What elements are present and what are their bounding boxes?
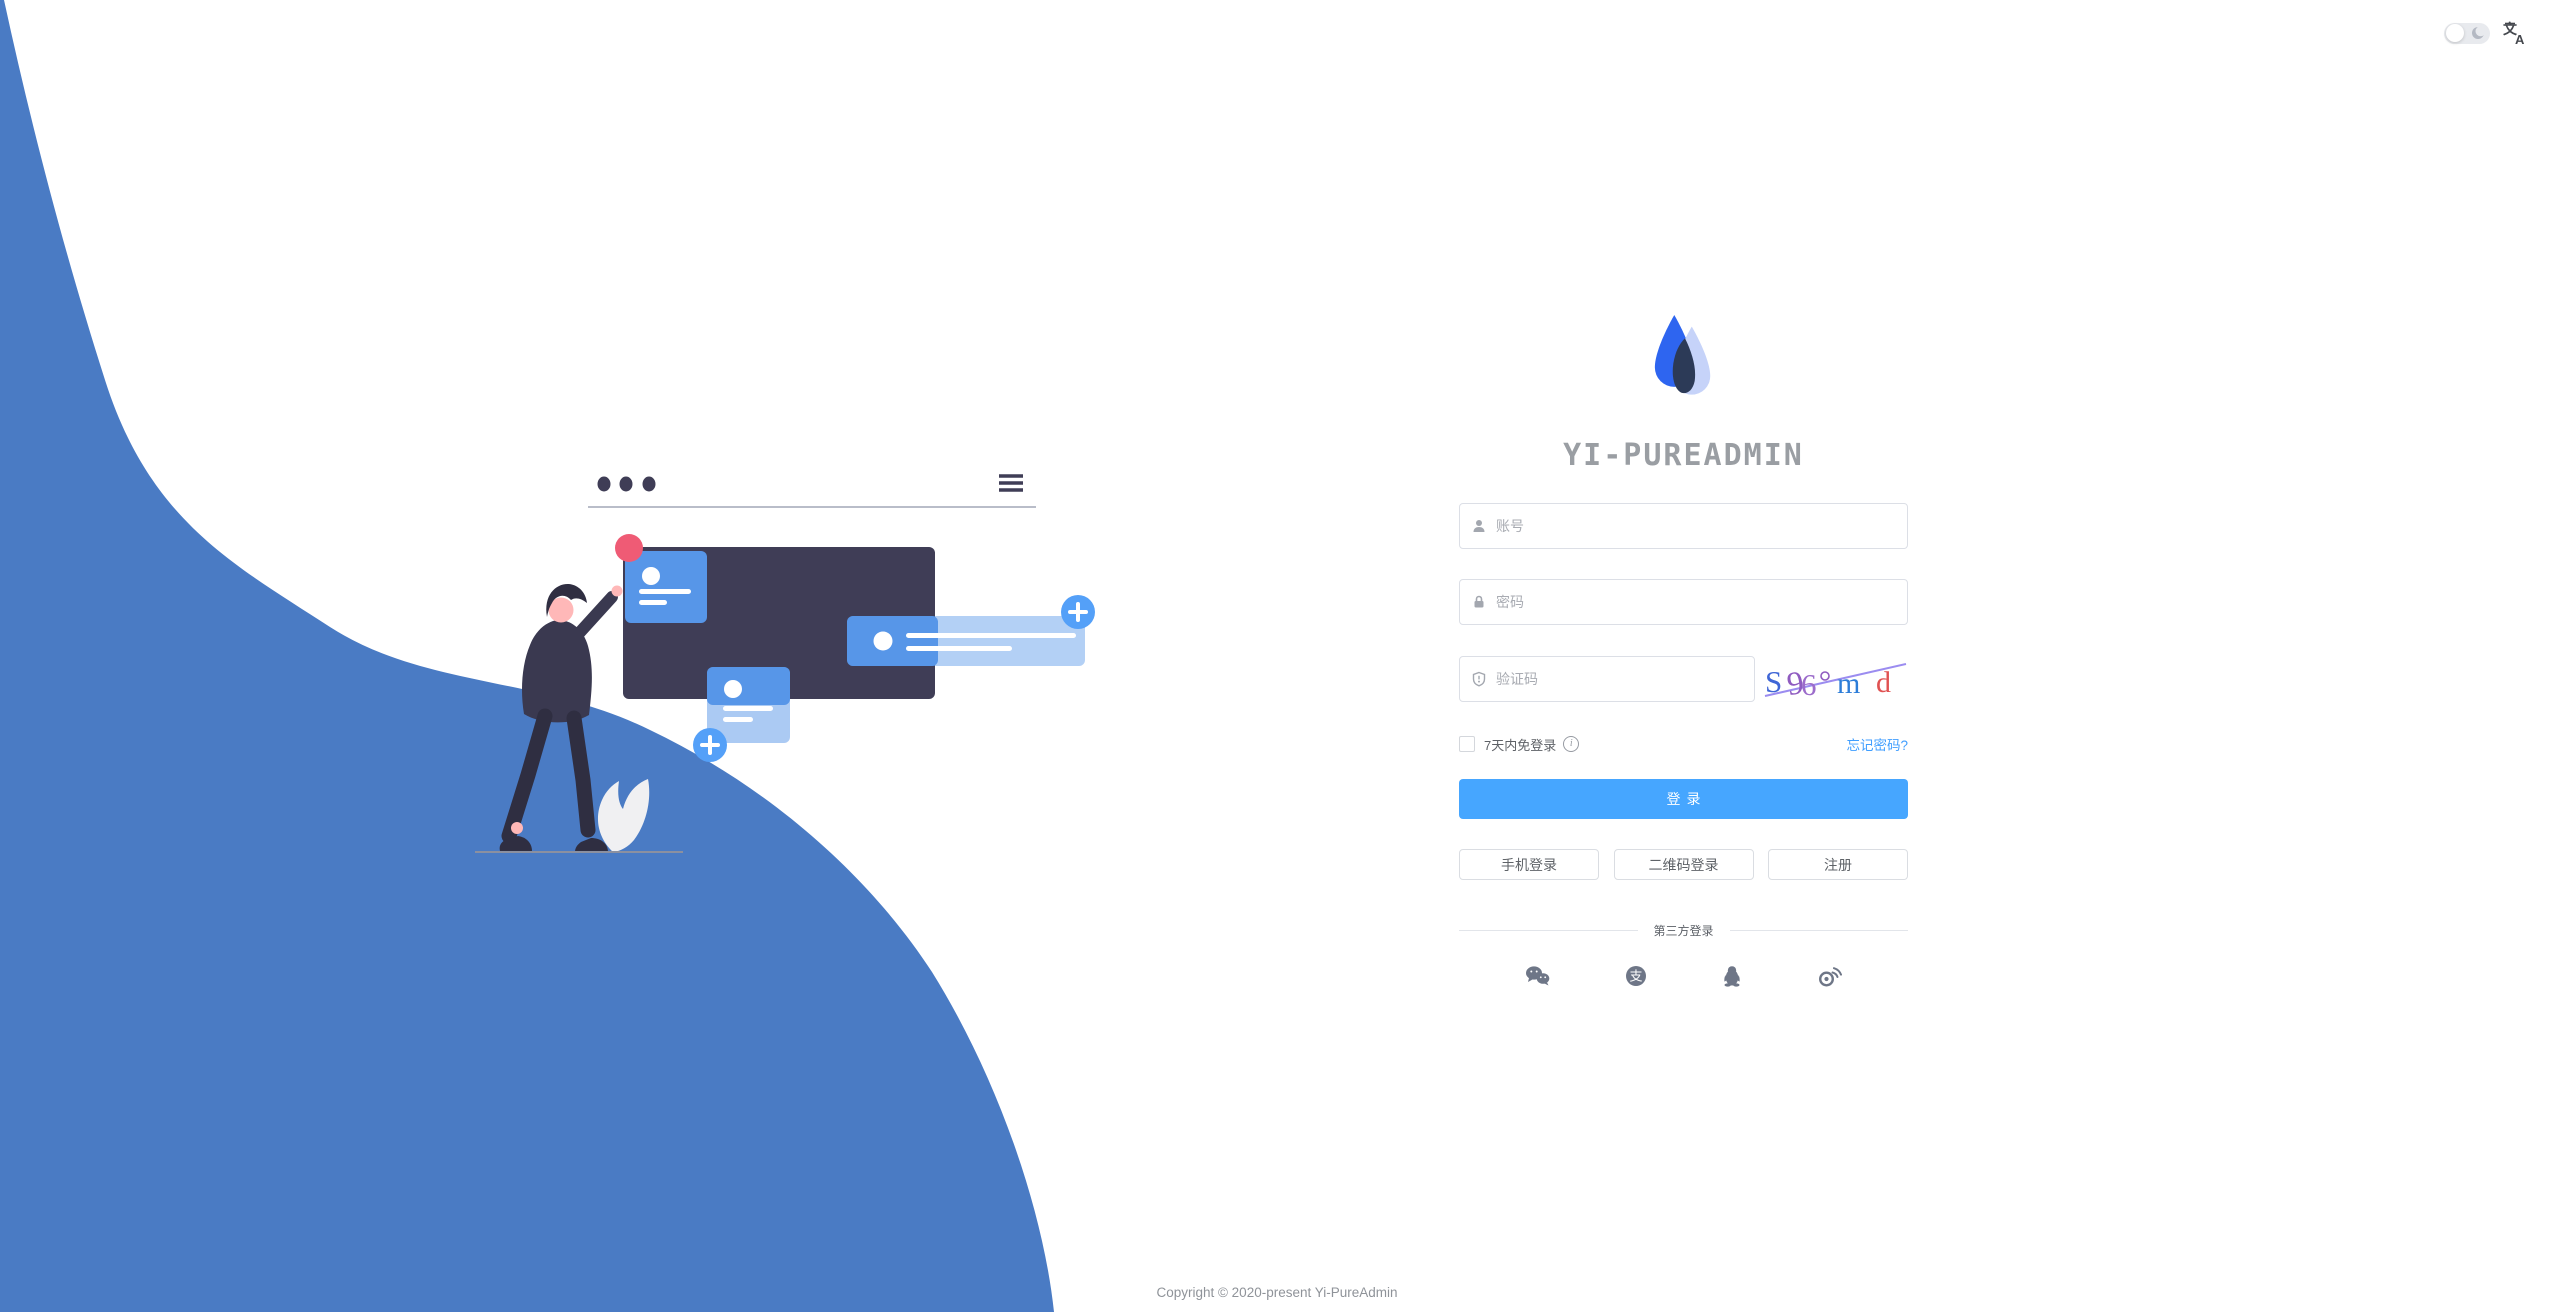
svg-text:9: 9 <box>1785 665 1806 703</box>
login-button[interactable]: 登录 <box>1459 779 1908 819</box>
copyright-text: Copyright © 2020-present Yi-PureAdmin <box>1156 1285 1398 1300</box>
captcha-input[interactable] <box>1459 656 1755 702</box>
remember-label: 7天内免登录 <box>1484 737 1557 753</box>
divider-line-left <box>1459 930 1638 931</box>
svg-text:S: S <box>1765 664 1782 699</box>
top-right-controls: 文 A <box>2444 20 2528 46</box>
forgot-password-link[interactable]: 忘记密码? <box>1846 738 1908 753</box>
weibo-icon[interactable] <box>1817 965 1842 987</box>
svg-text:m: m <box>1837 667 1860 700</box>
person-graphic <box>499 583 623 852</box>
remember-checkbox[interactable] <box>1459 736 1475 752</box>
svg-text:文: 文 <box>2503 21 2518 37</box>
brand-title: YI-PUREADMIN <box>1563 438 1804 473</box>
leaf-graphic <box>597 779 650 852</box>
moon-icon <box>2472 26 2485 39</box>
qq-icon[interactable] <box>1721 965 1743 987</box>
toggle-knob <box>2446 24 2464 42</box>
info-icon: i <box>1563 736 1580 752</box>
alternate-login-row: 手机登录 二维码登录 注册 <box>1459 849 1908 880</box>
card-top-left-graphic <box>625 551 707 623</box>
account-input[interactable] <box>1459 503 1908 549</box>
wechat-icon[interactable] <box>1525 965 1551 987</box>
svg-text:支: 支 <box>1629 969 1642 984</box>
third-party-divider: 第三方登录 <box>1459 922 1909 939</box>
qr-login-button[interactable]: 二维码登录 <box>1613 849 1754 880</box>
card-right-graphic <box>847 595 1095 666</box>
captcha-field-wrap <box>1459 656 1755 702</box>
login-illustration <box>475 474 1095 853</box>
login-panel: YI-PUREADMIN S 9 6 m <box>1459 313 1909 987</box>
brand-logo-drop-icon <box>1654 314 1710 395</box>
alipay-icon[interactable]: 支 <box>1625 965 1647 987</box>
password-field-wrap <box>1459 579 1908 625</box>
captcha-row: S 9 6 m d <box>1459 655 1908 703</box>
divider-line-right <box>1729 930 1909 931</box>
account-field-wrap <box>1459 503 1908 549</box>
social-login-row: 支 <box>1459 965 1908 987</box>
svg-text:6: 6 <box>1801 667 1817 702</box>
svg-text:A: A <box>2515 32 2525 46</box>
translate-icon[interactable]: 文 A <box>2502 20 2528 46</box>
phone-login-button[interactable]: 手机登录 <box>1459 849 1599 880</box>
password-input[interactable] <box>1459 579 1908 625</box>
remember-row: 7天内免登录 i 忘记密码? <box>1459 735 1908 753</box>
third-party-label: 第三方登录 <box>1653 924 1714 938</box>
captcha-image[interactable]: S 9 6 m d <box>1763 655 1908 703</box>
card-middle-graphic <box>693 667 790 762</box>
register-button[interactable]: 注册 <box>1768 849 1908 880</box>
browser-chrome-graphic <box>588 474 1036 508</box>
dark-mode-toggle[interactable] <box>2444 22 2490 44</box>
svg-text:d: d <box>1876 666 1891 699</box>
pink-dot-graphic <box>615 534 643 562</box>
